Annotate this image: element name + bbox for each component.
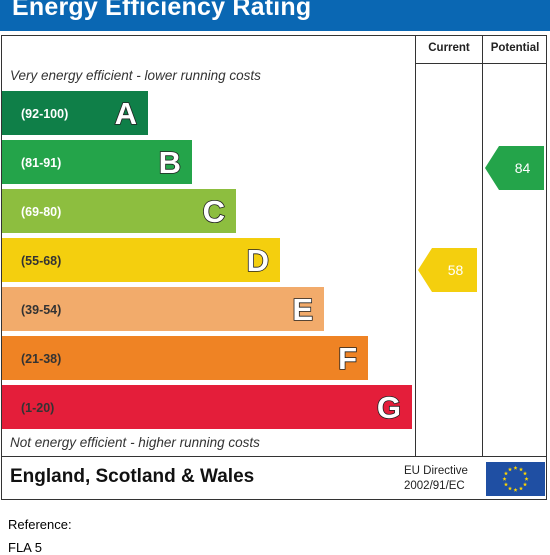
band-range-label: (21-38) — [21, 352, 61, 366]
band-letter: B — [159, 145, 181, 180]
region-label: England, Scotland & Wales — [10, 466, 255, 487]
band-bar-f — [2, 336, 368, 380]
band-range-label: (69-80) — [21, 205, 61, 219]
eu-star — [522, 471, 528, 476]
eu-flag — [486, 462, 545, 496]
band-bar-b — [2, 140, 192, 184]
band-letter: F — [338, 341, 357, 376]
current-column-divider — [415, 36, 416, 457]
eu-star — [513, 465, 518, 470]
eu-star — [507, 486, 513, 491]
directive-line-1: EU Directive — [404, 465, 468, 477]
potential-rating-arrow — [485, 146, 544, 190]
footer-divider — [2, 456, 547, 457]
band-letter: D — [247, 243, 269, 278]
band-range-label: (81-91) — [21, 156, 61, 170]
current-rating-arrow — [418, 248, 477, 292]
rating-indicators: 58 84 — [418, 146, 544, 292]
reference-label: Reference: — [8, 517, 72, 532]
band-f: (21-38) F — [2, 336, 368, 380]
eu-directive: EU Directive 2002/91/EC — [404, 464, 468, 494]
band-bar-c — [2, 189, 236, 233]
current-rating-value: 58 — [448, 262, 464, 278]
eu-star — [518, 467, 524, 472]
bottom-caption: Not energy efficient - higher running co… — [10, 435, 260, 450]
reference-value: FLA 5 — [8, 540, 42, 555]
chart-title: Energy Efficiency Rating — [12, 0, 312, 21]
eu-star — [507, 467, 513, 472]
eu-star — [518, 486, 524, 491]
band-letter: E — [292, 292, 313, 327]
band-letter: A — [115, 96, 137, 131]
title-banner: Energy Efficiency Rating — [0, 0, 550, 31]
band-a: (92-100) A — [2, 91, 148, 135]
band-letter: G — [377, 390, 401, 425]
band-bar-e — [2, 287, 324, 331]
potential-column-header: Potential — [490, 42, 540, 54]
potential-rating-value: 84 — [515, 160, 531, 176]
column-header-divider — [415, 63, 547, 64]
directive-line-2: 2002/91/EC — [404, 480, 465, 492]
band-e: (39-54) E — [2, 287, 324, 331]
band-d: (55-68) D — [2, 238, 280, 282]
band-bars: (92-100) A (81-91) B (69-80) C (55-68) D (39-54)… — [2, 91, 412, 429]
band-c: (69-80) C — [2, 189, 236, 233]
eu-star — [524, 476, 529, 481]
band-letter: C — [203, 194, 225, 229]
band-range-label: (55-68) — [21, 254, 61, 268]
current-rating: 58 — [418, 248, 477, 292]
top-caption: Very energy efficient - lower running co… — [10, 68, 261, 83]
band-range-label: (39-54) — [21, 303, 61, 317]
eu-star — [502, 476, 507, 481]
band-bar-d — [2, 238, 280, 282]
band-bar-g — [2, 385, 412, 429]
band-bar-a — [2, 91, 148, 135]
eu-star — [513, 487, 518, 492]
eu-star — [503, 471, 509, 476]
current-column-header: Current — [428, 42, 470, 54]
eu-star — [503, 482, 509, 487]
potential-rating: 84 — [485, 146, 544, 190]
band-b: (81-91) B — [2, 140, 192, 184]
band-g: (1-20) G — [2, 385, 412, 429]
band-range-label: (92-100) — [21, 107, 68, 121]
potential-column-divider — [482, 36, 483, 457]
band-range-label: (1-20) — [21, 401, 54, 415]
eu-star — [522, 482, 528, 487]
